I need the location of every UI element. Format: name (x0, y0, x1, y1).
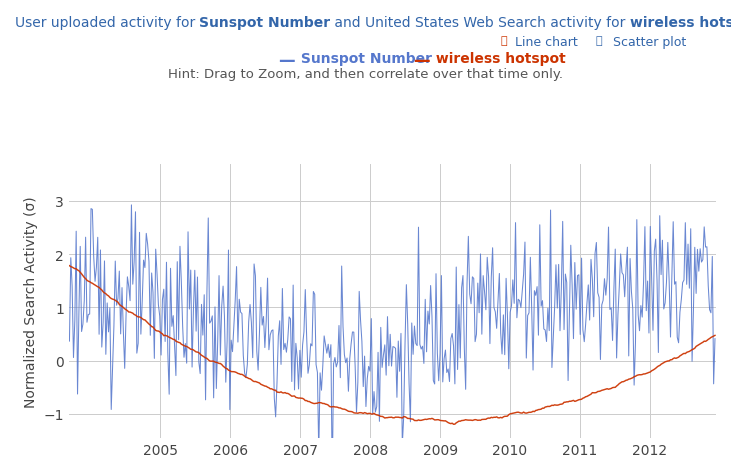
Text: wireless hotspot: wireless hotspot (630, 16, 731, 30)
Text: —: — (278, 51, 295, 69)
Text: and United States Web Search activity for: and United States Web Search activity fo… (330, 16, 630, 30)
Text: 📈: 📈 (501, 36, 507, 46)
Text: Hint: Drag to Zoom, and then correlate over that time only.: Hint: Drag to Zoom, and then correlate o… (168, 68, 563, 81)
Y-axis label: Normalized Search Activity (σ): Normalized Search Activity (σ) (24, 196, 38, 407)
Text: —: — (413, 51, 430, 69)
Text: Sunspot Number: Sunspot Number (296, 51, 432, 65)
Text: Line chart: Line chart (515, 36, 578, 49)
Text: Sunspot Number: Sunspot Number (200, 16, 330, 30)
Text: Scatter plot: Scatter plot (613, 36, 686, 49)
Text: 📈: 📈 (596, 36, 602, 46)
Text: User uploaded activity for: User uploaded activity for (15, 16, 200, 30)
Text: wireless hotspot: wireless hotspot (431, 51, 566, 65)
